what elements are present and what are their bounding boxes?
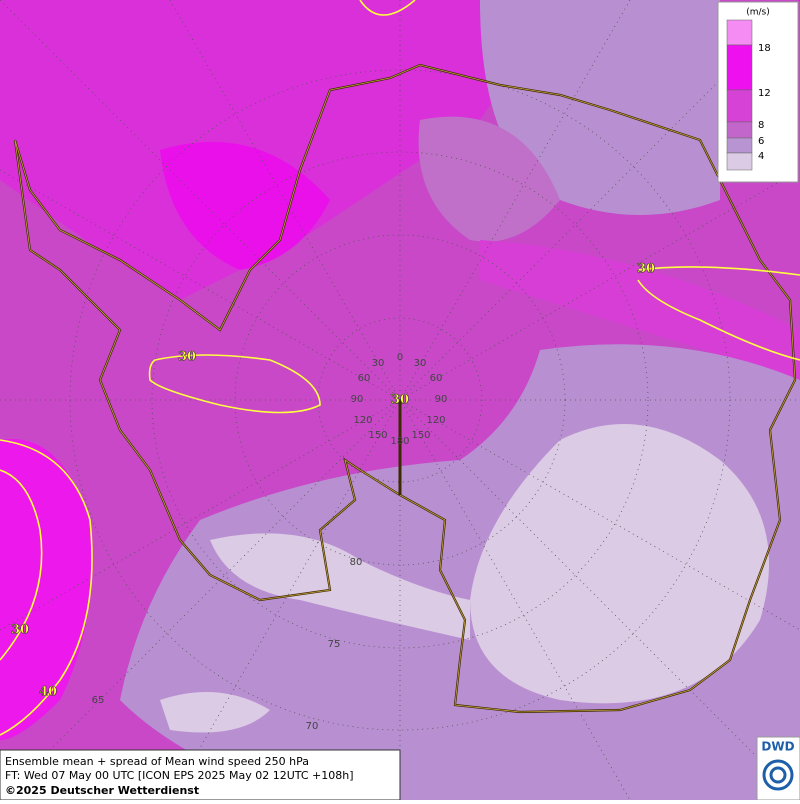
contour-label: 30	[178, 350, 196, 365]
contour-label: 30	[637, 262, 655, 277]
field	[160, 141, 330, 270]
logo-swirl	[762, 759, 794, 791]
footer-time: FT: Wed 07 May 00 UTC [ICON EPS 2025 May…	[5, 769, 354, 782]
graticule-label: 0	[397, 352, 403, 363]
legend-swatch	[726, 121, 753, 139]
field	[480, 240, 800, 380]
legend-swatch	[726, 44, 753, 91]
graticule-label: 30	[414, 358, 427, 369]
footer-title: Ensemble mean + spread of Mean wind spee…	[5, 755, 309, 768]
graticule-label: 60	[430, 373, 443, 384]
legend-swatch	[726, 152, 753, 171]
field	[470, 424, 769, 704]
isotach	[0, 0, 800, 736]
footer-copyright: ©2025 Deutscher Wetterdienst	[5, 784, 199, 797]
legend-swatch	[726, 137, 753, 154]
graticule-label: 70	[306, 721, 319, 732]
contour-label: 30	[11, 623, 29, 638]
graticule-label: 80	[350, 557, 363, 568]
graticule-label: 150	[411, 430, 430, 441]
graticule-label: 120	[426, 415, 445, 426]
graticule-label: 150	[368, 430, 387, 441]
coastline	[14, 64, 796, 713]
field	[210, 533, 470, 640]
graticule-label: 60	[358, 373, 371, 384]
graticule-label: 65	[92, 695, 105, 706]
legend-unit: (m/s)	[746, 8, 770, 18]
graticule-label: 90	[435, 394, 448, 405]
legend-label: 4	[758, 151, 764, 162]
graticule-label: 90	[351, 394, 364, 405]
field	[0, 0, 560, 300]
legend-label: 8	[758, 120, 764, 131]
legend-label: 18	[758, 43, 771, 54]
graticule-label: 75	[328, 639, 341, 650]
legend-label: 6	[758, 136, 764, 147]
graticule-label: 180	[390, 436, 409, 447]
contour-label: 40	[39, 685, 57, 700]
legend-swatch	[726, 19, 753, 46]
contour-label: 30	[391, 393, 409, 408]
graticule-label: 30	[372, 358, 385, 369]
field	[160, 692, 270, 733]
legend-label: 12	[758, 88, 771, 99]
legend-swatch	[726, 89, 753, 123]
graticule-label: 120	[353, 415, 372, 426]
field	[418, 116, 560, 242]
logo-text: DWD	[761, 740, 794, 754]
